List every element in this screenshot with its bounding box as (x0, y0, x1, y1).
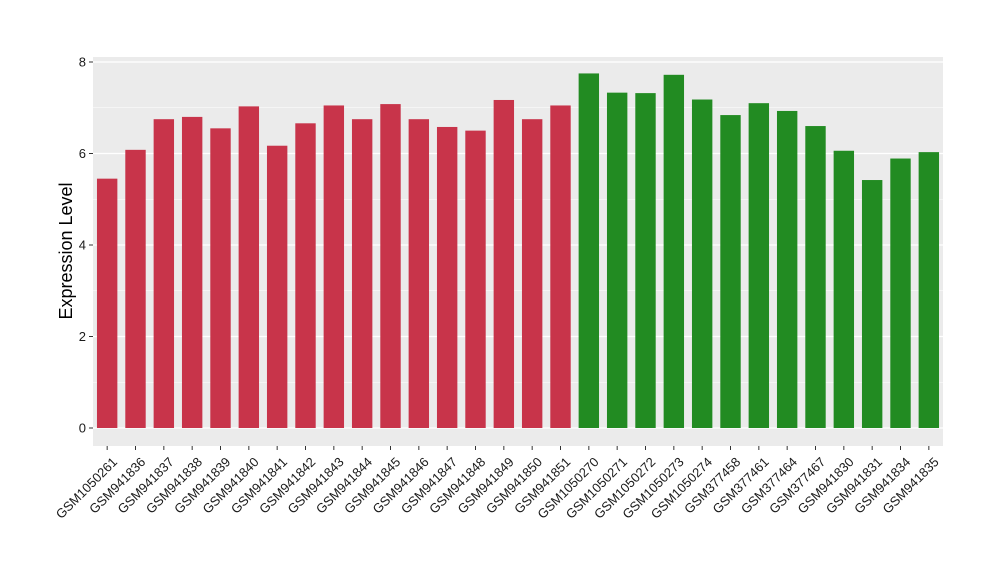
bar (578, 73, 600, 428)
bar (210, 128, 231, 428)
major-gridlines (93, 61, 943, 429)
bar (748, 103, 770, 429)
y-tick-label: 4 (79, 238, 86, 253)
bar (521, 119, 543, 428)
y-tick-label: 0 (79, 421, 86, 436)
y-tick-label: 8 (79, 55, 86, 70)
bar (465, 130, 486, 428)
bar (890, 158, 911, 428)
bar (153, 119, 175, 428)
minor-gridlines (93, 107, 943, 383)
bar (323, 105, 345, 429)
bar (861, 180, 883, 428)
bar (606, 92, 628, 428)
bar (436, 126, 458, 428)
y-tick-label: 6 (79, 146, 86, 161)
y-tick-label: 2 (79, 329, 86, 344)
bar (181, 116, 203, 429)
bar (691, 99, 713, 428)
bar (238, 106, 260, 428)
bar (663, 74, 685, 428)
y-axis: 0 2 4 6 8 (79, 55, 93, 436)
x-axis: GSM1050261GSM941836GSM941837GSM941838GSM… (53, 446, 942, 522)
bar (635, 93, 656, 429)
bars-group (96, 73, 940, 429)
bar (351, 119, 373, 428)
bar (805, 126, 826, 429)
plot-panel (93, 57, 943, 446)
y-axis-title: Expression Level (56, 182, 76, 319)
bar (833, 150, 855, 428)
bar (720, 115, 741, 428)
bar (380, 104, 401, 428)
bar (125, 149, 146, 428)
bar (493, 99, 515, 428)
bar (295, 123, 316, 429)
bar (550, 105, 571, 429)
bar (776, 110, 798, 428)
bar (96, 178, 118, 428)
bar (408, 119, 430, 428)
bar (918, 152, 940, 428)
bar (266, 145, 288, 428)
